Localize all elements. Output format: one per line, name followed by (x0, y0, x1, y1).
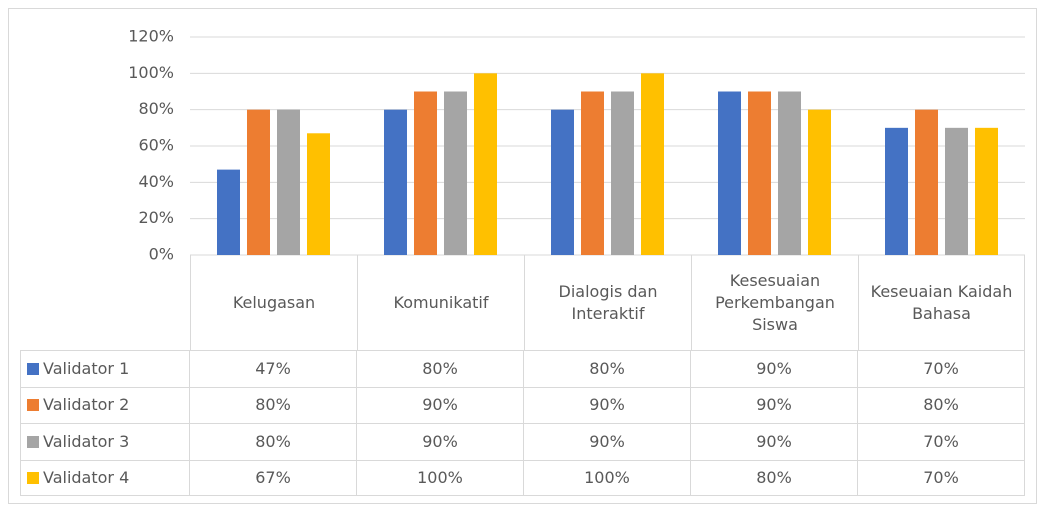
table-cell: 80% (190, 386, 357, 423)
table-cell: 67% (190, 459, 357, 496)
category-label: Dialogis dan Interaktif (524, 255, 691, 350)
y-tick-label: 40% (138, 172, 174, 191)
chart-border (8, 8, 1037, 504)
table-cell: 90% (357, 386, 524, 423)
table-cell: 80% (357, 350, 524, 387)
table-cell: 70% (858, 459, 1025, 496)
y-tick-label: 60% (138, 136, 174, 155)
bar (277, 109, 300, 256)
table-cell: 80% (190, 423, 357, 460)
y-tick-label: 120% (128, 27, 174, 46)
y-tick-label: 0% (149, 245, 174, 264)
bar (247, 109, 270, 256)
table-cell: 70% (858, 350, 1025, 387)
table-cell: 100% (357, 459, 524, 496)
bar (217, 169, 240, 255)
bar (474, 73, 497, 255)
legend-key (27, 362, 39, 375)
table-cell: 47% (190, 350, 357, 387)
legend-entry: Validator 3 (20, 423, 190, 460)
category-label: Kelugasan (190, 255, 357, 350)
table-cell: 80% (691, 459, 858, 496)
bar (551, 109, 574, 256)
legend-label: Validator 4 (43, 467, 130, 487)
bar (641, 73, 664, 255)
y-tick-label: 80% (138, 99, 174, 118)
bar (915, 109, 938, 256)
legend-entry: Validator 4 (20, 459, 190, 496)
bar (975, 127, 998, 255)
bar (384, 109, 407, 256)
bar (307, 133, 330, 255)
bar (611, 91, 634, 255)
table-cell: 90% (691, 350, 858, 387)
table-cell: 100% (524, 459, 691, 496)
table-cell: 90% (691, 386, 858, 423)
bar (945, 127, 968, 255)
y-tick-label: 100% (128, 63, 174, 82)
table-cell: 90% (691, 423, 858, 460)
legend-label: Validator 3 (43, 431, 130, 451)
legend-key (27, 435, 39, 448)
table-cell: 90% (524, 423, 691, 460)
bar (414, 91, 437, 255)
table-cell: 80% (524, 350, 691, 387)
legend-label: Validator 1 (43, 358, 130, 378)
bar (718, 91, 741, 255)
category-label: Keseuaian Kaidah Bahasa (858, 255, 1025, 350)
category-label: Komunikatif (357, 255, 524, 350)
category-label: Kesesuaian Perkembangan Siswa (691, 255, 858, 350)
bar (444, 91, 467, 255)
bar (885, 127, 908, 255)
table-cell: 70% (858, 423, 1025, 460)
legend-key (27, 471, 39, 484)
y-tick-label: 20% (138, 208, 174, 227)
table-cell: 90% (357, 423, 524, 460)
table-cell: 90% (524, 386, 691, 423)
bar (581, 91, 604, 255)
legend-key (27, 399, 39, 412)
table-cell: 80% (858, 386, 1025, 423)
bar (778, 91, 801, 255)
bar (808, 109, 831, 256)
legend-entry: Validator 1 (20, 350, 190, 387)
legend-entry: Validator 2 (20, 386, 190, 423)
legend-label: Validator 2 (43, 395, 130, 415)
bar (748, 91, 771, 255)
